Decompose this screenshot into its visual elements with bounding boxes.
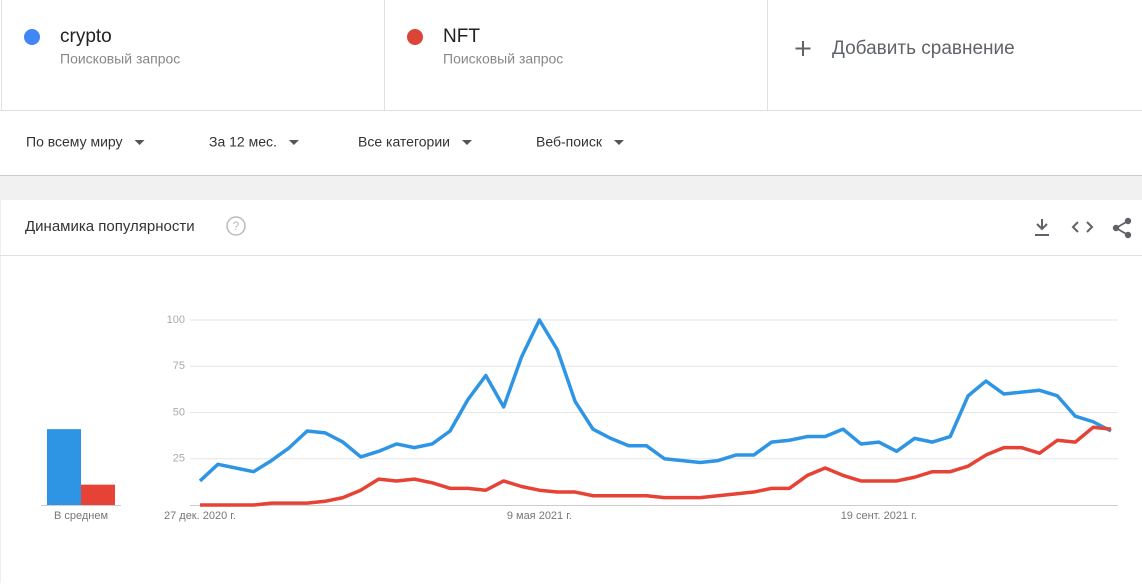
share-button[interactable]	[1112, 217, 1132, 239]
share-dot	[1124, 217, 1132, 225]
help-icon[interactable]: ?	[226, 216, 246, 236]
add-comparison[interactable]: Добавить сравнение	[795, 38, 1015, 59]
x-tick-label: 9 мая 2021 г.	[507, 510, 572, 522]
add-comparison-label[interactable]: Добавить сравнение	[832, 38, 1015, 59]
share-dot	[1112, 224, 1120, 232]
filter-dropdown[interactable]: По всему миру	[26, 134, 123, 150]
help-circle	[226, 216, 246, 236]
trend-line	[200, 425, 1112, 507]
gap	[0, 175, 1142, 200]
dropdown-arrow	[461, 140, 472, 145]
embed-button[interactable]	[1071, 221, 1094, 233]
dropdown-arrow	[288, 140, 299, 145]
y-tick-label: 25	[173, 453, 185, 465]
average-label: В среднем	[54, 510, 108, 522]
average-bar	[47, 429, 81, 505]
x-tick-label: 27 дек. 2020 г.	[164, 510, 236, 522]
term-dot	[24, 29, 40, 45]
help-mark: ?	[233, 219, 240, 233]
y-tick-label: 50	[173, 406, 185, 418]
download-icon	[1035, 219, 1049, 236]
search-term[interactable]: NFT Поисковый запрос	[407, 26, 563, 67]
x-tick-label: 19 сент. 2021 г.	[841, 510, 917, 522]
dropdown-arrow	[134, 140, 145, 145]
download-button[interactable]	[1035, 219, 1049, 236]
trend-line	[198, 318, 1112, 483]
chart-title: Динамика популярности	[25, 218, 195, 235]
search-term[interactable]: crypto Поисковый запрос	[24, 26, 180, 67]
filters: По всему миру За 12 мес. Все категории Веб-…	[26, 134, 624, 150]
term-type: Поисковый запрос	[443, 51, 563, 67]
share-dot	[1124, 231, 1132, 239]
y-tick-label: 75	[173, 360, 185, 372]
term-dot	[407, 29, 423, 45]
filter-dropdown[interactable]: Все категории	[358, 134, 450, 150]
term-name[interactable]: crypto	[60, 26, 112, 47]
y-tick-label: 100	[167, 314, 185, 326]
embed-icon	[1071, 221, 1094, 233]
plus-icon	[795, 41, 811, 56]
term-name[interactable]: NFT	[443, 26, 480, 47]
filter-dropdown[interactable]: Веб-поиск	[536, 134, 603, 150]
filter-dropdown[interactable]: За 12 мес.	[209, 134, 277, 150]
term-type: Поисковый запрос	[60, 51, 180, 67]
dropdown-arrow	[613, 140, 624, 145]
average-bar	[81, 484, 115, 505]
